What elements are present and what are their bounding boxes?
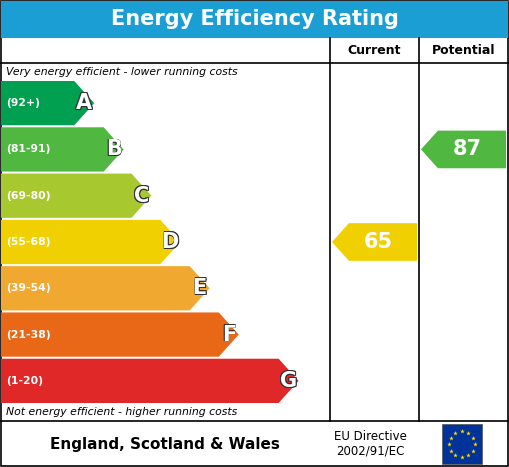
Text: D: D (161, 233, 178, 253)
Text: D: D (161, 232, 178, 252)
Text: F: F (221, 325, 235, 346)
Text: B: B (106, 139, 122, 159)
Polygon shape (1, 312, 239, 357)
Text: E: E (192, 279, 206, 299)
Text: Not energy efficient - higher running costs: Not energy efficient - higher running co… (6, 407, 237, 417)
Text: E: E (192, 279, 207, 299)
Text: E: E (192, 277, 206, 297)
Polygon shape (1, 359, 299, 403)
Text: 87: 87 (453, 140, 482, 159)
Text: A: A (76, 93, 92, 113)
Text: C: C (134, 186, 149, 206)
Text: C: C (134, 186, 149, 206)
Text: C: C (135, 186, 150, 206)
Text: D: D (161, 232, 179, 252)
Text: F: F (221, 324, 236, 344)
Text: B: B (106, 140, 122, 160)
Text: (1-20): (1-20) (6, 376, 43, 386)
Text: A: A (75, 92, 92, 113)
Text: 65: 65 (364, 232, 393, 252)
Text: B: B (106, 140, 122, 159)
Text: G: G (281, 372, 298, 392)
Text: Very energy efficient - lower running costs: Very energy efficient - lower running co… (6, 67, 238, 77)
Text: D: D (161, 231, 179, 251)
Text: (69-80): (69-80) (6, 191, 50, 201)
Text: England, Scotland & Wales: England, Scotland & Wales (50, 437, 280, 452)
Polygon shape (1, 127, 124, 171)
Text: Potential: Potential (432, 44, 495, 57)
Text: C: C (133, 185, 148, 205)
Polygon shape (1, 266, 210, 311)
Text: E: E (193, 279, 208, 299)
Text: C: C (133, 186, 148, 206)
Text: G: G (281, 370, 298, 390)
Text: (39-54): (39-54) (6, 283, 50, 293)
Text: E: E (193, 278, 208, 298)
Text: G: G (279, 372, 296, 392)
Text: A: A (77, 94, 93, 114)
Text: D: D (162, 232, 180, 252)
Text: C: C (134, 185, 149, 205)
Text: A: A (76, 92, 92, 113)
Text: B: B (106, 140, 122, 159)
Text: D: D (161, 233, 179, 253)
Polygon shape (332, 223, 417, 261)
Text: E: E (193, 277, 208, 297)
Text: G: G (280, 370, 297, 390)
Text: F: F (221, 325, 236, 346)
Text: Energy Efficiency Rating: Energy Efficiency Rating (110, 9, 399, 29)
Polygon shape (1, 174, 151, 218)
Text: F: F (221, 325, 235, 345)
Text: B: B (105, 140, 121, 160)
Text: D: D (161, 231, 178, 251)
Text: A: A (77, 93, 93, 113)
Text: A: A (76, 94, 92, 114)
Text: B: B (105, 140, 121, 159)
Text: A: A (75, 94, 92, 114)
Text: C: C (135, 185, 150, 205)
Text: G: G (279, 371, 296, 391)
Text: C: C (133, 186, 148, 206)
Text: G: G (279, 370, 296, 390)
Text: G: G (280, 371, 297, 391)
Polygon shape (421, 131, 506, 168)
Text: F: F (222, 324, 237, 344)
Text: B: B (106, 139, 122, 159)
Text: E: E (192, 277, 207, 297)
Text: EU Directive: EU Directive (333, 431, 407, 444)
Text: F: F (222, 325, 237, 346)
Text: G: G (281, 371, 298, 391)
Text: (81-91): (81-91) (6, 144, 50, 155)
Bar (1, 1, 508, 38)
Text: D: D (162, 231, 180, 251)
Bar (442, 424, 482, 464)
Text: G: G (280, 372, 297, 392)
Text: 2002/91/EC: 2002/91/EC (336, 445, 404, 458)
Text: A: A (75, 93, 92, 113)
Text: Current: Current (348, 44, 401, 57)
Polygon shape (1, 220, 180, 264)
Text: B: B (105, 139, 121, 159)
Text: E: E (192, 278, 207, 298)
Text: C: C (135, 186, 150, 206)
Text: F: F (221, 325, 236, 345)
Text: F: F (222, 325, 237, 345)
Text: A: A (77, 92, 93, 113)
Text: (21-38): (21-38) (6, 330, 50, 340)
Text: B: B (106, 140, 122, 160)
Text: D: D (162, 233, 180, 253)
Text: F: F (221, 324, 235, 344)
Text: E: E (192, 278, 206, 298)
Text: (55-68): (55-68) (6, 237, 50, 247)
Polygon shape (1, 81, 94, 125)
Text: (92+): (92+) (6, 98, 40, 108)
